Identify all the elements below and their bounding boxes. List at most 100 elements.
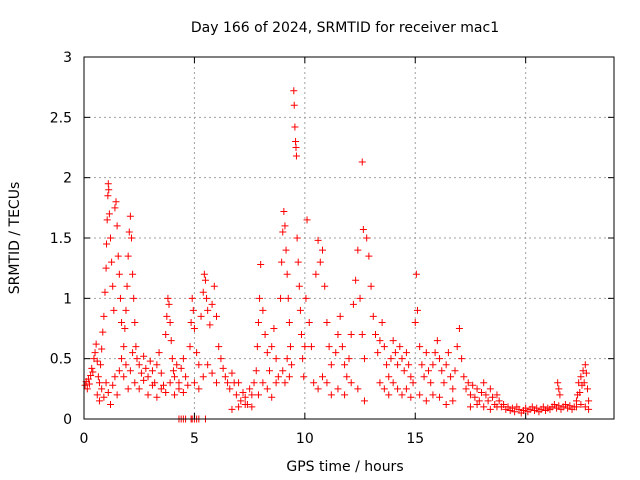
data-point — [239, 388, 247, 396]
data-point — [581, 361, 589, 369]
data-point — [300, 373, 308, 381]
data-point — [455, 325, 463, 332]
data-point — [190, 379, 198, 387]
data-point — [451, 367, 459, 375]
data-point — [420, 373, 428, 381]
data-point — [261, 331, 269, 339]
data-point — [422, 397, 430, 405]
data-point — [285, 318, 293, 326]
data-point — [312, 270, 320, 278]
data-point — [93, 391, 101, 399]
data-point — [126, 367, 134, 375]
data-point — [250, 379, 258, 387]
data-point — [135, 361, 143, 369]
data-point — [286, 343, 294, 351]
data-point — [81, 381, 89, 389]
data-point — [195, 361, 203, 369]
data-point — [293, 234, 301, 242]
data-point — [486, 385, 494, 393]
data-point — [137, 369, 145, 377]
data-point — [391, 349, 399, 357]
data-point — [412, 270, 420, 278]
data-point — [341, 361, 349, 369]
data-point — [577, 373, 585, 381]
data-point — [123, 282, 131, 290]
data-point — [473, 385, 481, 393]
data-point — [425, 367, 432, 375]
data-point — [263, 385, 271, 393]
data-point — [112, 198, 120, 206]
data-point — [97, 361, 105, 369]
data-point — [259, 306, 267, 314]
y-tick-label: 2.5 — [50, 110, 72, 126]
data-point — [173, 361, 181, 369]
data-point — [352, 276, 360, 284]
data-point — [334, 385, 342, 393]
data-point — [478, 388, 485, 396]
data-point — [226, 385, 234, 393]
data-point — [486, 405, 494, 413]
data-point — [566, 402, 574, 410]
data-point — [272, 379, 280, 387]
data-point — [135, 385, 143, 393]
data-point — [484, 397, 492, 405]
data-point — [281, 222, 289, 230]
data-point — [144, 373, 152, 381]
data-point — [327, 391, 335, 399]
data-point — [323, 379, 331, 387]
x-tick-label: 15 — [406, 431, 424, 447]
data-point — [493, 403, 501, 411]
data-point — [164, 294, 172, 302]
data-point — [118, 318, 126, 326]
data-point — [254, 391, 262, 399]
data-point — [354, 385, 362, 393]
data-point — [292, 137, 300, 145]
data-point — [197, 312, 205, 320]
data-point — [482, 391, 490, 399]
data-point — [100, 312, 108, 320]
data-point — [473, 401, 481, 409]
data-point — [471, 393, 479, 401]
data-point — [162, 388, 170, 396]
data-point — [101, 288, 109, 296]
data-point — [442, 361, 450, 369]
data-point — [171, 391, 179, 399]
data-point — [294, 258, 302, 266]
data-point — [301, 343, 309, 351]
data-point — [464, 379, 472, 387]
data-point — [237, 397, 245, 405]
data-point — [475, 397, 483, 405]
data-point — [585, 397, 593, 405]
data-point — [296, 306, 304, 314]
data-point — [206, 321, 214, 329]
data-point — [125, 228, 133, 236]
data-point — [102, 264, 110, 272]
data-point — [314, 385, 322, 393]
data-point — [168, 355, 176, 363]
data-point — [372, 331, 379, 339]
data-point — [124, 385, 132, 393]
y-tick-label: 3 — [63, 50, 72, 66]
data-point — [299, 355, 307, 363]
data-point — [325, 343, 333, 351]
data-point — [256, 294, 264, 302]
data-point — [100, 393, 108, 401]
data-point — [321, 282, 329, 290]
data-point — [500, 401, 508, 409]
data-point — [252, 367, 260, 375]
data-point — [533, 404, 541, 412]
data-point — [466, 391, 474, 399]
x-tick-label: 0 — [80, 431, 89, 447]
data-point — [323, 318, 331, 326]
data-point — [480, 379, 488, 387]
data-point — [349, 300, 357, 308]
data-point — [186, 343, 194, 351]
data-point — [440, 379, 448, 387]
data-point — [208, 300, 216, 308]
data-point — [400, 367, 408, 375]
data-point — [402, 385, 410, 393]
data-point — [116, 294, 124, 302]
data-point — [453, 343, 461, 351]
data-point — [556, 391, 564, 399]
data-point — [193, 349, 201, 357]
